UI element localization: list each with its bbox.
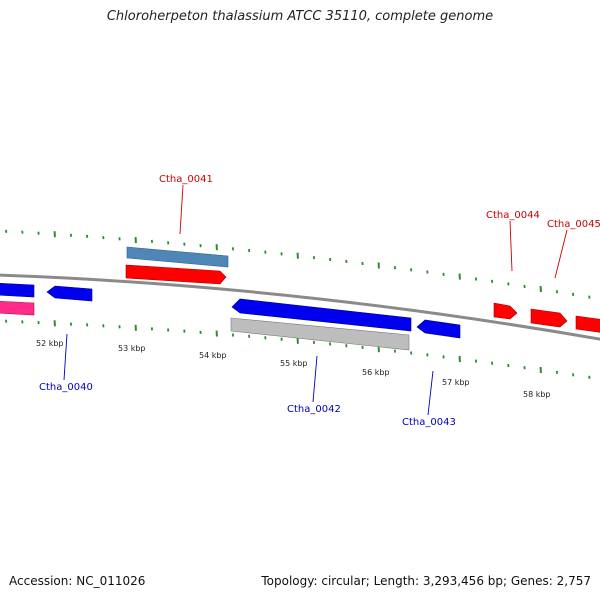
gene-arrow-ctha-0044[interactable] — [493, 302, 518, 320]
map-title: Chloroherpeton thalassium ATCC 35110, co… — [106, 9, 494, 24]
tick-label-54kbp: 54 kbp — [199, 351, 227, 360]
label-ctha-0043[interactable]: Ctha_0043 — [402, 417, 456, 428]
backbone-line — [0, 273, 600, 341]
gene-arrow-ctha-0042[interactable] — [231, 298, 412, 332]
gene-arrow-ctha-0041[interactable] — [125, 264, 227, 285]
tick-label-53kbp: 53 kbp — [118, 344, 146, 353]
gene-bar-steelblue[interactable] — [126, 246, 229, 268]
leader-ctha-0042 — [312, 355, 318, 403]
topology-summary: Topology: circular; Length: 3,293,456 bp… — [261, 574, 591, 588]
label-leaders — [63, 184, 568, 416]
label-ctha-0042[interactable]: Ctha_0042 — [287, 404, 341, 415]
tick-label-58kbp: 58 kbp — [523, 390, 551, 399]
label-ctha-0044[interactable]: Ctha_0044 — [486, 210, 540, 221]
label-ctha-0041[interactable]: Ctha_0041 — [159, 174, 213, 185]
gene-arrow-ctha-0040[interactable] — [46, 285, 93, 302]
gene-arrow-left-blue[interactable] — [0, 282, 35, 298]
tick-label-52kbp: 52 kbp — [36, 339, 64, 348]
leader-ctha-0041 — [179, 184, 184, 235]
accession-text: Accession: NC_011026 — [9, 574, 146, 588]
leader-ctha-0044 — [509, 220, 513, 272]
ruler-labels: 52 kbp 53 kbp 54 kbp 55 kbp 56 kbp 57 kb… — [36, 339, 551, 399]
leader-ctha-0045 — [554, 229, 568, 279]
gene-bar-pink[interactable] — [0, 300, 35, 316]
gene-arrow-ctha-0043[interactable] — [416, 319, 461, 339]
tick-label-57kbp: 57 kbp — [442, 378, 470, 387]
label-ctha-0040[interactable]: Ctha_0040 — [39, 382, 93, 393]
label-ctha-0045[interactable]: Ctha_0045 — [547, 219, 600, 230]
outer-tick-track — [5, 229, 591, 299]
leader-ctha-0043 — [427, 370, 434, 416]
tick-label-55kbp: 55 kbp — [280, 359, 308, 368]
inner-tick-track — [5, 319, 591, 379]
leader-ctha-0040 — [63, 333, 68, 381]
gene-bar-grey[interactable] — [230, 317, 410, 351]
tick-label-56kbp: 56 kbp — [362, 368, 390, 377]
features — [0, 246, 600, 351]
gene-arrow-ctha-0045[interactable] — [530, 308, 568, 328]
backbone — [0, 273, 600, 341]
gene-labels: Ctha_0041 Ctha_0044 Ctha_0045 Ctha_0040 … — [39, 174, 600, 428]
gene-arrow-right-red[interactable] — [575, 315, 600, 333]
